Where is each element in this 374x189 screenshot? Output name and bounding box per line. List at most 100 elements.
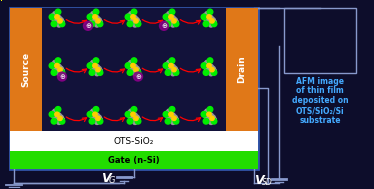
FancyArrowPatch shape — [142, 68, 163, 73]
Circle shape — [129, 64, 133, 69]
Circle shape — [57, 113, 61, 118]
Text: Drain: Drain — [237, 56, 246, 84]
Circle shape — [130, 19, 134, 23]
Circle shape — [95, 68, 99, 73]
Circle shape — [57, 71, 61, 76]
Circle shape — [168, 67, 172, 72]
Circle shape — [130, 67, 134, 72]
Circle shape — [51, 119, 57, 124]
Circle shape — [55, 115, 59, 119]
Bar — [10, 8, 42, 131]
Circle shape — [132, 21, 136, 25]
FancyArrowPatch shape — [66, 19, 87, 24]
FancyArrowPatch shape — [104, 68, 125, 73]
Circle shape — [95, 16, 99, 20]
Circle shape — [98, 117, 102, 122]
Circle shape — [209, 64, 213, 69]
Circle shape — [171, 113, 175, 118]
Circle shape — [169, 107, 175, 112]
Circle shape — [57, 120, 61, 125]
Circle shape — [89, 70, 95, 75]
Circle shape — [210, 119, 214, 123]
Bar — [10, 8, 258, 131]
FancyArrowPatch shape — [66, 117, 87, 122]
Circle shape — [171, 23, 175, 27]
Circle shape — [92, 67, 96, 72]
Circle shape — [207, 115, 211, 119]
Circle shape — [203, 62, 207, 67]
Circle shape — [203, 70, 209, 75]
Circle shape — [171, 71, 175, 76]
Circle shape — [166, 114, 170, 119]
Circle shape — [55, 14, 59, 18]
Circle shape — [55, 58, 61, 64]
Circle shape — [96, 119, 100, 123]
Circle shape — [169, 9, 175, 15]
Circle shape — [94, 69, 98, 74]
Circle shape — [93, 18, 97, 22]
Circle shape — [163, 112, 169, 117]
Circle shape — [205, 60, 209, 65]
Circle shape — [207, 66, 211, 71]
Circle shape — [210, 116, 214, 121]
Circle shape — [93, 112, 97, 116]
Bar — [10, 151, 258, 169]
Circle shape — [127, 62, 131, 67]
Text: ⊕: ⊕ — [85, 23, 91, 29]
Circle shape — [125, 14, 131, 20]
Circle shape — [90, 65, 94, 70]
Circle shape — [55, 18, 59, 22]
Circle shape — [171, 20, 175, 24]
Circle shape — [96, 67, 100, 72]
Circle shape — [96, 22, 100, 26]
Circle shape — [211, 115, 215, 119]
Circle shape — [167, 60, 171, 65]
Circle shape — [131, 115, 135, 119]
Circle shape — [87, 112, 93, 117]
Circle shape — [204, 65, 208, 70]
Circle shape — [173, 18, 177, 22]
Circle shape — [169, 14, 173, 18]
Circle shape — [130, 116, 134, 121]
Circle shape — [97, 66, 101, 71]
Text: substrate: substrate — [299, 116, 341, 125]
Circle shape — [170, 118, 174, 122]
Circle shape — [212, 117, 216, 122]
Circle shape — [55, 111, 59, 115]
Circle shape — [94, 21, 98, 25]
Circle shape — [98, 68, 102, 73]
Circle shape — [58, 72, 67, 81]
Bar — [10, 131, 258, 151]
Circle shape — [59, 119, 65, 124]
Text: Gate (n-Si): Gate (n-Si) — [108, 156, 160, 165]
Circle shape — [166, 65, 170, 70]
Circle shape — [203, 111, 207, 115]
Text: ⊕: ⊕ — [59, 74, 65, 80]
Circle shape — [54, 19, 58, 23]
Circle shape — [205, 16, 209, 20]
Circle shape — [207, 58, 213, 64]
Circle shape — [53, 113, 57, 118]
Circle shape — [165, 111, 169, 115]
Circle shape — [97, 115, 101, 119]
Circle shape — [93, 107, 99, 112]
Circle shape — [172, 19, 176, 23]
Circle shape — [129, 60, 133, 65]
Circle shape — [58, 22, 62, 26]
Circle shape — [60, 20, 64, 24]
Circle shape — [135, 21, 141, 27]
Circle shape — [201, 112, 207, 117]
Circle shape — [168, 116, 172, 121]
Circle shape — [209, 113, 213, 118]
Circle shape — [127, 111, 131, 115]
Circle shape — [89, 119, 95, 124]
Circle shape — [134, 116, 138, 121]
Circle shape — [59, 66, 63, 71]
Circle shape — [207, 14, 211, 18]
Circle shape — [131, 18, 135, 22]
Circle shape — [135, 70, 141, 75]
FancyArrowPatch shape — [142, 117, 163, 122]
Circle shape — [58, 70, 62, 75]
Circle shape — [169, 18, 173, 22]
Circle shape — [53, 12, 57, 16]
